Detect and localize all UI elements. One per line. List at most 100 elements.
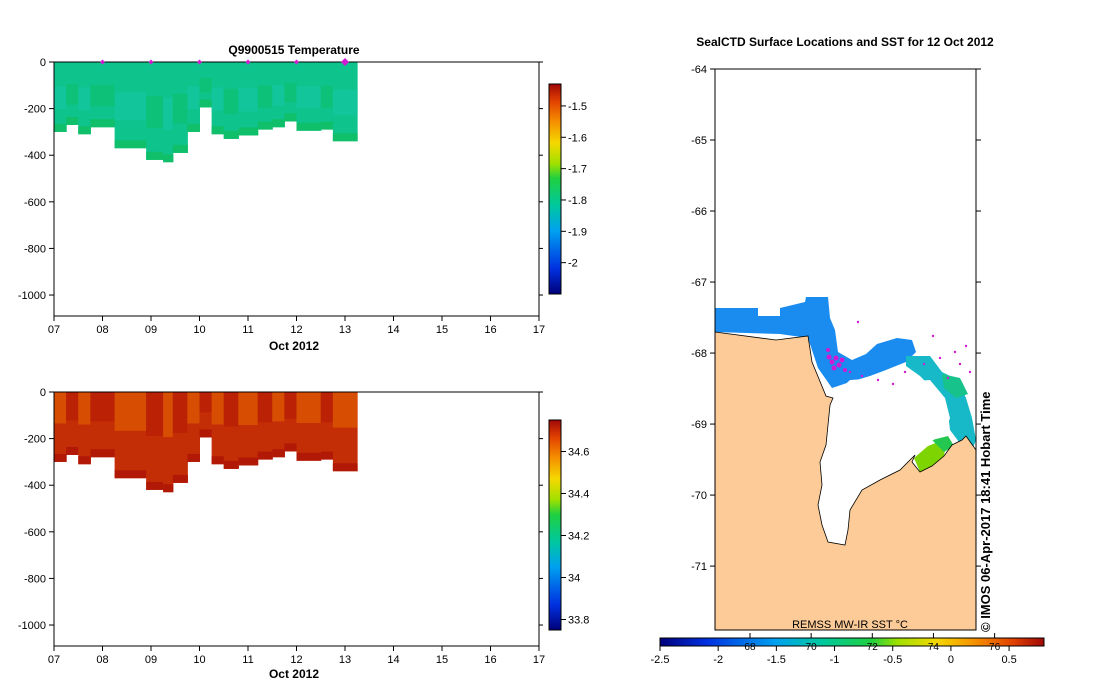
sst-green-patch: [942, 374, 968, 398]
ctd-location-dot: [903, 370, 907, 374]
section-cell-bottom: [238, 457, 259, 466]
section-cell-bottom: [187, 123, 200, 132]
sst-colorbar-tick-label: -1.5: [767, 654, 786, 666]
x-tick-label: 10: [193, 324, 205, 336]
sst-label: REMSS MW-IR SST °C: [792, 619, 908, 631]
profile-marker: [197, 59, 202, 65]
ctd-location-dot: [856, 320, 860, 324]
map-y-tick-label: -67: [691, 277, 707, 289]
section-cell-band: [187, 86, 200, 110]
section-cell-bottom: [320, 121, 334, 130]
salinity-colorbar-ticks: 34.6 34.4 34.2 34 33.8: [561, 447, 589, 627]
sst-teal-band: [906, 356, 976, 456]
x-tick-label: 08: [96, 654, 108, 666]
section-cell-band: [66, 392, 79, 421]
ctd-location-dot: [829, 359, 835, 365]
y-tick-label: -800: [24, 573, 46, 585]
x-tick-label: 15: [436, 324, 448, 336]
colorbar-tick-label: 34.6: [568, 447, 589, 459]
x-tick-label: 12: [290, 654, 302, 666]
section-cell-band: [284, 392, 297, 419]
section-cell-bottom: [284, 443, 297, 452]
ctd-location-dot: [826, 354, 832, 360]
sst-colorbar-tick-label: 0.5: [1001, 654, 1016, 666]
profile-marker: [294, 59, 299, 65]
section-cell-band: [238, 87, 259, 112]
section-cell-bottom: [257, 121, 273, 130]
section-cell-bottom: [223, 130, 239, 139]
seal-ctd-locations: [826, 320, 972, 386]
y-tick-label: -400: [24, 480, 46, 492]
x-tick-label: 13: [339, 324, 351, 336]
sst-yellow-green-patch: [914, 442, 946, 472]
ctd-location-dot: [836, 362, 842, 368]
section-cell-bottom: [78, 456, 91, 465]
section-cell-band: [172, 93, 188, 124]
section-cell: [163, 392, 174, 493]
salinity-cells: [54, 392, 358, 493]
section-cell-bottom: [90, 449, 116, 458]
y-tick-label: -200: [24, 104, 46, 116]
map-y-ticks: -64 -65 -66 -67 -68 -69 -70 -71: [691, 64, 981, 573]
ctd-location-dot: [953, 350, 957, 354]
x-tick-label: 13: [339, 654, 351, 666]
section-cell-bottom: [257, 451, 273, 460]
section-cell-band: [163, 97, 174, 130]
section-cell-bottom: [332, 133, 358, 142]
section-cell-bottom: [114, 470, 147, 479]
salinity-y-ticks: 0 -200 -400 -600 -800 -1000: [18, 387, 543, 632]
section-cell-band: [296, 392, 322, 423]
map-y-tick-label: -68: [691, 348, 707, 360]
ctd-location-dot: [843, 368, 847, 372]
ctd-location-dot: [831, 365, 837, 371]
credit-text: © IMOS 06-Apr-2017 18:41 Hobart Time: [978, 391, 993, 632]
profile-markers: [100, 58, 349, 66]
ctd-location-dot: [938, 356, 942, 360]
colorbar-tick-label: -1.8: [568, 195, 587, 207]
section-cell-bottom: [172, 144, 188, 153]
section-cell-band: [320, 392, 334, 423]
x-tick-label: 08: [96, 324, 108, 336]
sst-fahrenheit-ticks: 68 70 72 74 76: [744, 633, 1001, 653]
ctd-location-dot: [946, 376, 950, 380]
ctd-location-dot: [860, 374, 864, 378]
x-tick-label: 14: [387, 324, 399, 336]
map-frame: [714, 68, 977, 631]
x-tick-label: 16: [484, 654, 496, 666]
section-cell-bottom: [54, 123, 67, 132]
section-cell-band: [78, 392, 91, 425]
sst-fahrenheit-tick-label: 76: [989, 642, 1001, 653]
section-cell-band: [146, 392, 164, 437]
ctd-location-dot: [891, 382, 895, 386]
section-cell-band: [332, 89, 358, 116]
section-cell-band: [272, 392, 285, 422]
section-cell-bottom: [66, 446, 79, 455]
sst-colorbar-tick-label: -2: [713, 654, 723, 666]
sst-colorbar-tick-label: -2.5: [651, 654, 670, 666]
section-cell-bottom: [211, 126, 225, 135]
section-cell-bottom: [284, 113, 297, 122]
colorbar-tick-label: -1.6: [568, 132, 587, 144]
section-cell-band: [257, 85, 273, 108]
temperature-colorbar: [548, 83, 562, 295]
section-cell-band: [90, 84, 116, 107]
section-cell-band: [114, 392, 147, 431]
temperature-y-ticks: 0 -200 -400 -600 -800 -1000: [18, 57, 543, 302]
x-tick-label: 11: [242, 324, 253, 336]
section-cell-bottom: [238, 127, 259, 136]
ctd-location-dot: [958, 362, 962, 366]
section-cell-bottom: [199, 99, 213, 108]
ice-region: [818, 378, 950, 545]
section-cell-band: [238, 392, 259, 426]
section-cell-bottom: [296, 122, 322, 131]
sst-colorbar-tick-label: -0.5: [883, 654, 902, 666]
sst-fahrenheit-tick-label: 68: [744, 642, 756, 653]
section-cell-band: [90, 392, 116, 422]
colorbar-tick-label: -1.9: [568, 226, 587, 238]
temperature-cells: [54, 62, 358, 163]
section-cell-bottom: [187, 453, 200, 462]
colorbar-tick-label: -1.5: [568, 101, 587, 113]
x-tick-label: 17: [533, 654, 545, 666]
x-tick-label: 12: [290, 324, 302, 336]
map-title: SealCTD Surface Locations and SST for 12…: [696, 35, 994, 49]
